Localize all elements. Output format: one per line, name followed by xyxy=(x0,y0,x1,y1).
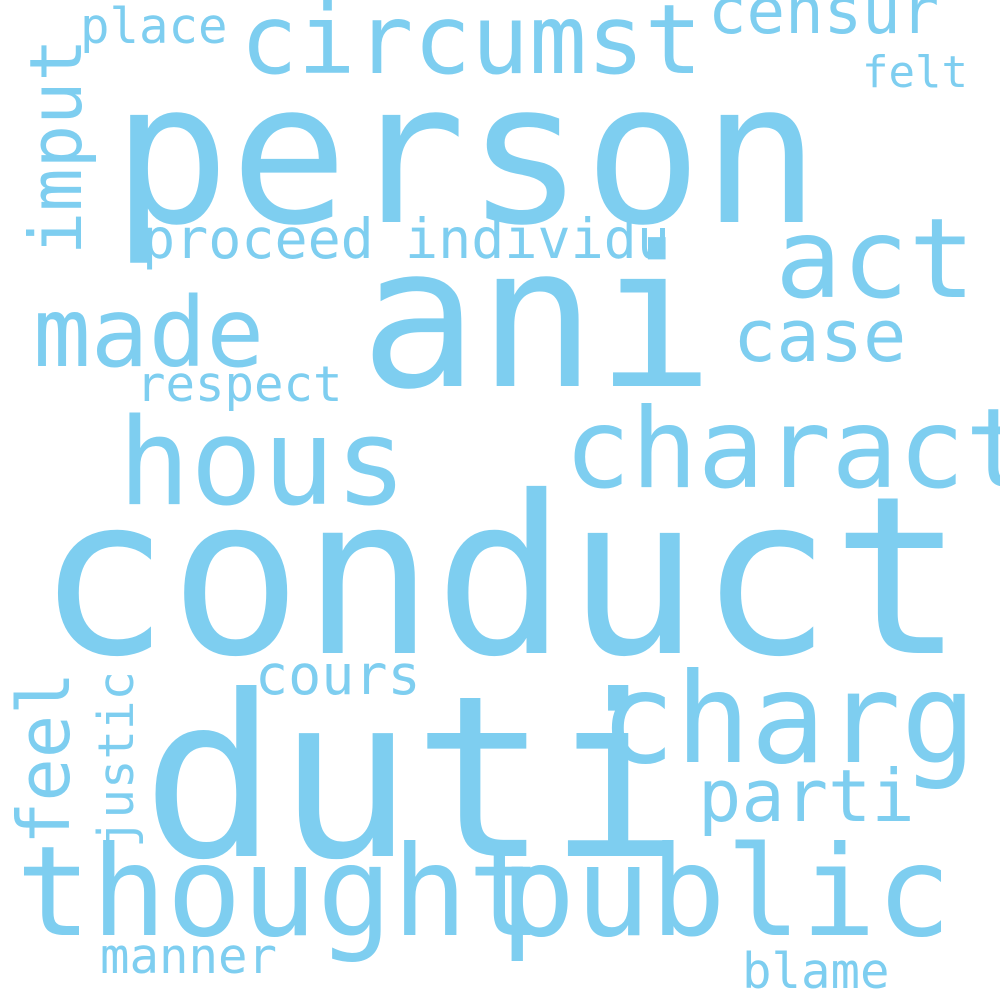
word-hous: hous xyxy=(118,394,407,533)
word-felt: felt xyxy=(862,47,968,98)
word-circumst: circumst xyxy=(240,0,703,96)
word-individu: individu xyxy=(405,207,670,271)
word-feel: feel xyxy=(2,671,86,845)
word-blame: blame xyxy=(742,943,890,1000)
word-charg: charg xyxy=(600,647,977,792)
word-manner: manner xyxy=(100,928,278,985)
word-imput: imput xyxy=(14,38,98,255)
word-cours: cours xyxy=(255,643,421,707)
word-public: public xyxy=(500,820,952,965)
word-respect: respect xyxy=(136,356,343,413)
word-conduct: conduct xyxy=(37,449,965,705)
word-justic: justic xyxy=(88,670,145,848)
word-censur: censur xyxy=(708,0,940,49)
word-proceed: proceed xyxy=(142,207,374,271)
word-act: act xyxy=(775,195,976,324)
word-made: made xyxy=(33,277,265,389)
word-ani: ani xyxy=(360,205,715,433)
word-place: place xyxy=(80,0,228,55)
word-person: person xyxy=(112,41,821,269)
word-parti: parti xyxy=(698,754,915,838)
word-thought: thought xyxy=(16,820,543,965)
word-case: case xyxy=(733,294,907,378)
word-charact: charact xyxy=(564,385,1000,514)
word-duti: duti xyxy=(142,648,684,910)
